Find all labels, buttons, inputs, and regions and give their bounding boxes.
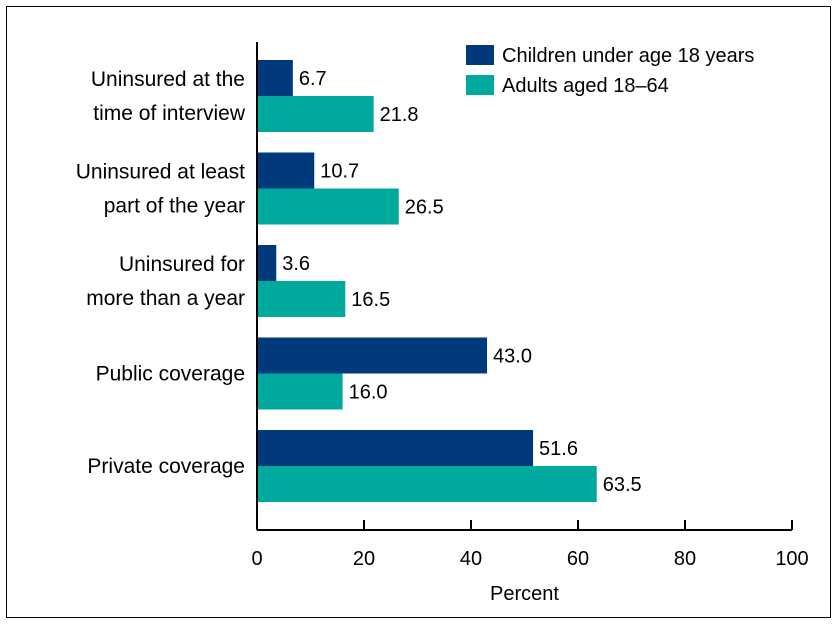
- legend-label-children: Children under age 18 years: [502, 45, 754, 67]
- legend-swatch-children: [466, 45, 494, 65]
- bar-children-2: [257, 245, 277, 281]
- data-labels-group: 6.7 21.8 10.7 26.5 3.6 16.5 43.0 16.0 51.6 63.5: [282, 68, 641, 496]
- axes-group: 0 20 40 60 80 100 Percent: [251, 42, 809, 605]
- data-label-children-0: 6.7: [299, 68, 327, 90]
- bar-children-0: [257, 60, 293, 96]
- legend-swatch-adults: [466, 75, 494, 95]
- bar-adults-1: [257, 188, 399, 225]
- legend-label-adults: Adults aged 18–64: [502, 75, 669, 97]
- bars-group: [257, 60, 597, 502]
- bar-adults-0: [257, 96, 374, 132]
- data-label-children-2: 3.6: [282, 253, 310, 275]
- data-label-adults-3: 16.0: [349, 382, 388, 404]
- bar-adults-2: [257, 281, 346, 317]
- legend: Children under age 18 years Adults aged 1…: [466, 45, 754, 97]
- category-label-0-line-0: Uninsured at the: [91, 68, 245, 91]
- bar-adults-4: [257, 466, 597, 502]
- x-tick-label-60: 60: [567, 548, 589, 570]
- data-label-children-1: 10.7: [320, 161, 359, 183]
- data-label-adults-0: 21.8: [380, 104, 419, 126]
- category-label-1-line-1: part of the year: [104, 195, 245, 218]
- x-tick-label-20: 20: [353, 548, 375, 570]
- bar-adults-3: [257, 373, 343, 410]
- category-labels-group: Uninsured at the time of interview Uninsur…: [76, 68, 246, 478]
- bar-children-4: [257, 430, 534, 466]
- bar-children-3: [257, 337, 488, 374]
- x-axis-title: Percent: [490, 583, 559, 605]
- category-label-0-line-1: time of interview: [93, 102, 246, 125]
- data-label-children-3: 43.0: [493, 346, 532, 368]
- category-label-1-line-0: Uninsured at least: [76, 161, 245, 184]
- bar-children-1: [257, 152, 315, 189]
- x-tick-label-100: 100: [775, 548, 808, 570]
- category-label-2-line-1: more than a year: [86, 287, 245, 310]
- category-label-2-line-0: Uninsured for: [119, 253, 245, 276]
- data-label-adults-2: 16.5: [351, 289, 390, 311]
- data-label-children-4: 51.6: [539, 438, 578, 460]
- x-tick-label-80: 80: [674, 548, 696, 570]
- category-label-3-line-0: Public coverage: [96, 363, 245, 386]
- x-tick-label-0: 0: [251, 548, 262, 570]
- category-label-4-line-0: Private coverage: [87, 455, 245, 478]
- data-label-adults-1: 26.5: [405, 197, 444, 219]
- x-tick-label-40: 40: [460, 548, 482, 570]
- data-label-adults-4: 63.5: [603, 474, 642, 496]
- chart-frame: [6, 6, 831, 618]
